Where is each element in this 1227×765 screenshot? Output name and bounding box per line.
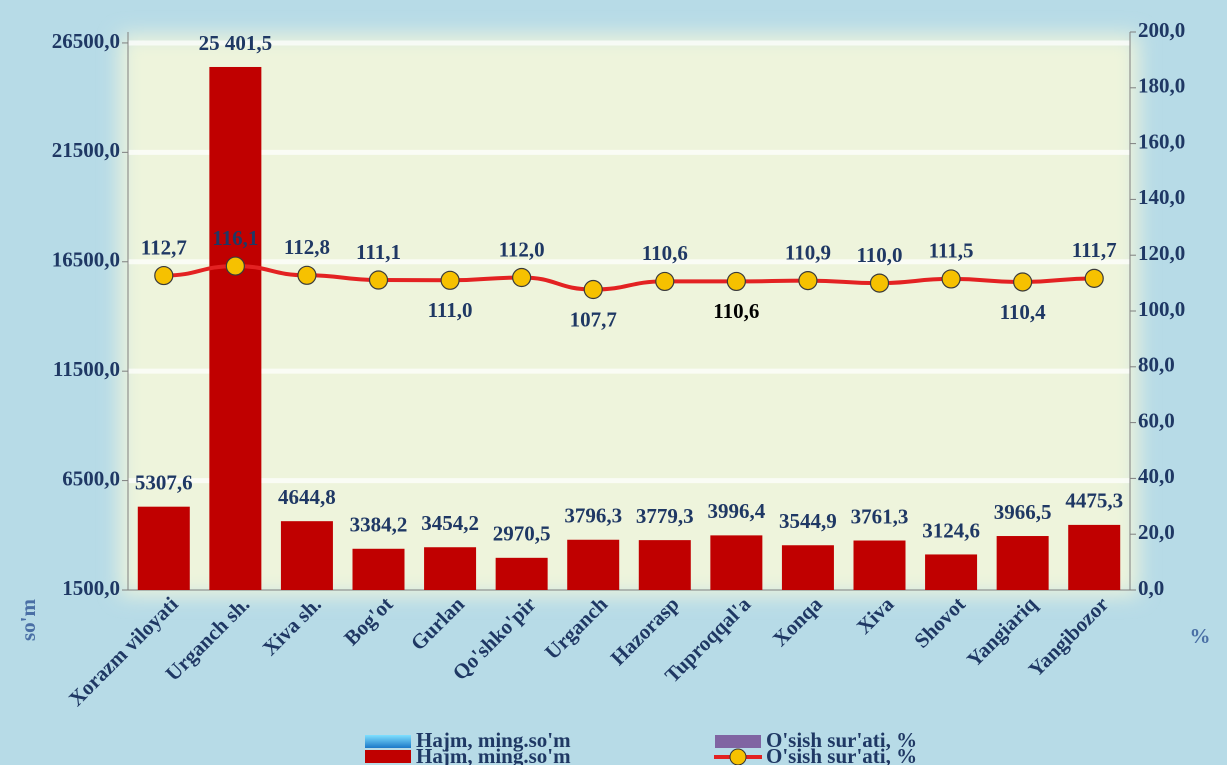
bar xyxy=(781,545,834,590)
y-tick-label: 6500,0 xyxy=(62,466,120,490)
line-marker xyxy=(225,256,245,276)
legend-swatch xyxy=(715,735,761,748)
line-label: 112,7 xyxy=(141,235,187,259)
line-marker xyxy=(1084,268,1104,288)
y2-tick-label: 0,0 xyxy=(1138,576,1164,600)
line-marker xyxy=(798,270,818,291)
y2-tick-label: 160,0 xyxy=(1138,129,1185,153)
bar xyxy=(352,548,405,590)
bar-label: 5307,6 xyxy=(135,470,193,494)
line-label: 116,1 xyxy=(212,226,258,250)
bar xyxy=(853,540,906,590)
y-tick-label: 21500,0 xyxy=(52,138,120,162)
y-tick-label: 1500,0 xyxy=(62,576,120,600)
legend-label: Hajm, ming.so'm xyxy=(416,728,571,752)
y2-tick-label: 140,0 xyxy=(1138,185,1185,209)
line-label: 112,0 xyxy=(499,237,545,261)
bar xyxy=(567,539,620,590)
line-marker xyxy=(655,271,675,292)
y2-tick-label: 40,0 xyxy=(1138,464,1175,488)
line-label: 110,4 xyxy=(1000,300,1047,324)
bar-label: 3996,4 xyxy=(707,499,765,523)
line-marker xyxy=(368,270,389,290)
y-tick-label: 16500,0 xyxy=(52,248,120,272)
line-marker xyxy=(512,267,532,288)
bar-label: 3796,3 xyxy=(564,504,622,528)
legend-swatch xyxy=(365,735,411,748)
legend-label: O'sish sur'ati, % xyxy=(766,728,917,752)
bar xyxy=(1068,524,1121,590)
y-tick-label: 26500,0 xyxy=(52,29,120,53)
line-label: 110,6 xyxy=(713,299,759,323)
bar-label: 3966,5 xyxy=(994,500,1052,524)
line-label: 110,9 xyxy=(785,240,831,264)
line-label: 111,0 xyxy=(428,298,473,322)
legend-label: Hajm, ming.so'm xyxy=(416,744,571,765)
line-label: 107,7 xyxy=(570,307,617,331)
bar-label: 3124,6 xyxy=(922,518,980,542)
line-marker xyxy=(154,265,174,286)
line-marker xyxy=(869,273,890,293)
bar xyxy=(280,521,333,590)
plot-glow xyxy=(120,35,1138,595)
bar xyxy=(495,557,548,590)
bar xyxy=(209,66,262,590)
bar-label: 4644,8 xyxy=(278,485,336,509)
line-label: 111,7 xyxy=(1072,238,1117,262)
legend-marker xyxy=(729,748,747,765)
y2-tick-label: 60,0 xyxy=(1138,408,1175,432)
bar xyxy=(638,540,691,590)
line-marker xyxy=(726,271,746,292)
y2-tick-label: 180,0 xyxy=(1138,74,1185,98)
y2-tick-label: 80,0 xyxy=(1138,353,1175,377)
bar xyxy=(424,547,477,590)
line-marker xyxy=(1013,272,1033,292)
bar xyxy=(996,536,1049,590)
line-label: 110,0 xyxy=(856,243,902,267)
line-label: 110,6 xyxy=(642,241,688,265)
bar-label: 25 401,5 xyxy=(199,31,273,55)
bar-label: 3384,2 xyxy=(350,513,408,537)
bar-label: 4475,3 xyxy=(1065,489,1123,513)
y2-tick-label: 200,0 xyxy=(1138,18,1185,42)
line-label: 112,8 xyxy=(284,235,330,259)
bar-label: 3779,3 xyxy=(636,504,694,528)
line-label: 111,1 xyxy=(356,240,401,264)
bar-label: 3544,9 xyxy=(779,509,837,533)
legend-label: O'sish sur'ati, % xyxy=(766,744,917,765)
y-tick-label: 11500,0 xyxy=(53,357,120,381)
legend: Hajm, ming.so'm O'sish sur'ati, % Hajm, … xyxy=(365,728,917,765)
line-marker xyxy=(941,269,961,289)
y2-tick-label: 100,0 xyxy=(1138,297,1185,321)
y2-axis-label: % xyxy=(1190,624,1211,648)
line-label: 111,5 xyxy=(929,239,974,263)
bar-label: 3454,2 xyxy=(421,511,479,535)
y2-tick-label: 20,0 xyxy=(1138,520,1175,544)
y-axis-label: so'm xyxy=(16,598,40,641)
bar-label: 2970,5 xyxy=(493,522,551,546)
bar xyxy=(925,554,978,590)
bar-label: 3761,3 xyxy=(851,504,909,528)
line-marker xyxy=(440,270,460,290)
bar xyxy=(137,506,190,590)
bar xyxy=(710,535,763,590)
line-marker xyxy=(297,265,317,285)
y2-tick-label: 120,0 xyxy=(1138,241,1185,265)
legend-swatch xyxy=(365,750,411,763)
line-marker xyxy=(583,279,603,300)
